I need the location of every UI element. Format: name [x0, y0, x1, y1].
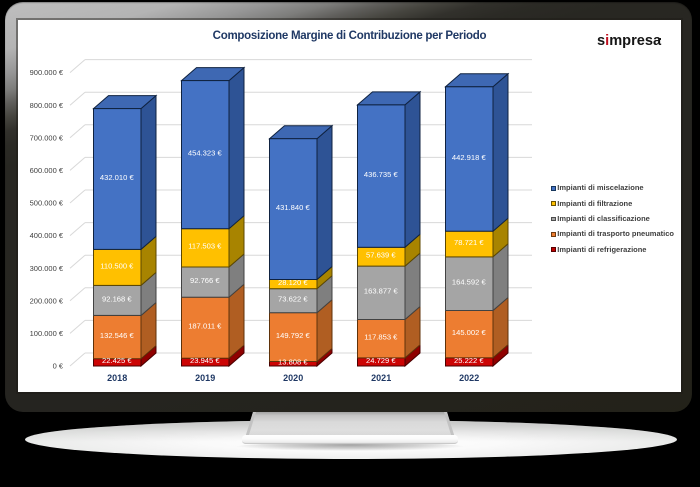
svg-text:164.592 €: 164.592 €: [452, 278, 487, 287]
svg-text:600.000 €: 600.000 €: [30, 166, 64, 175]
svg-text:300.000 €: 300.000 €: [30, 264, 64, 273]
svg-text:110.500 €: 110.500 €: [100, 261, 134, 270]
svg-text:432.010 €: 432.010 €: [100, 173, 135, 182]
svg-text:2021: 2021: [371, 373, 391, 383]
svg-text:454.323 €: 454.323 €: [188, 149, 223, 158]
svg-text:13.808 €: 13.808 €: [278, 358, 308, 367]
svg-text:700.000 €: 700.000 €: [30, 133, 64, 142]
svg-text:117.853 €: 117.853 €: [364, 333, 398, 342]
svg-text:163.877 €: 163.877 €: [364, 287, 399, 296]
svg-text:431.840 €: 431.840 €: [276, 203, 311, 212]
svg-text:22.425 €: 22.425 €: [102, 356, 132, 365]
svg-text:149.792 €: 149.792 €: [276, 331, 311, 340]
svg-text:2018: 2018: [107, 373, 127, 383]
svg-text:73.622 €: 73.622 €: [278, 295, 308, 304]
svg-text:2019: 2019: [195, 373, 215, 383]
svg-text:187.011 €: 187.011 €: [188, 322, 222, 331]
svg-text:92.766 €: 92.766 €: [190, 276, 220, 285]
svg-text:57.639 €: 57.639 €: [366, 251, 396, 260]
svg-text:436.735 €: 436.735 €: [364, 170, 399, 179]
svg-text:132.546 €: 132.546 €: [100, 331, 135, 340]
svg-text:442.918 €: 442.918 €: [452, 153, 487, 162]
svg-text:0 €: 0 €: [53, 362, 64, 371]
svg-text:800.000 €: 800.000 €: [30, 101, 64, 110]
svg-text:24.729 €: 24.729 €: [366, 356, 396, 365]
svg-text:78.721 €: 78.721 €: [454, 238, 484, 247]
svg-text:25.222 €: 25.222 €: [454, 356, 484, 365]
svg-text:2020: 2020: [283, 373, 303, 383]
svg-text:400.000 €: 400.000 €: [30, 231, 64, 240]
svg-text:92.168 €: 92.168 €: [102, 294, 132, 303]
svg-text:200.000 €: 200.000 €: [30, 296, 64, 305]
svg-text:28.120 €: 28.120 €: [278, 278, 308, 287]
svg-text:145.002 €: 145.002 €: [452, 328, 487, 337]
svg-text:900.000 €: 900.000 €: [30, 68, 64, 77]
svg-text:100.000 €: 100.000 €: [30, 329, 64, 338]
svg-text:23.945 €: 23.945 €: [190, 356, 220, 365]
svg-text:2022: 2022: [459, 373, 479, 383]
svg-text:500.000 €: 500.000 €: [30, 199, 64, 208]
svg-text:117.503 €: 117.503 €: [188, 242, 222, 251]
